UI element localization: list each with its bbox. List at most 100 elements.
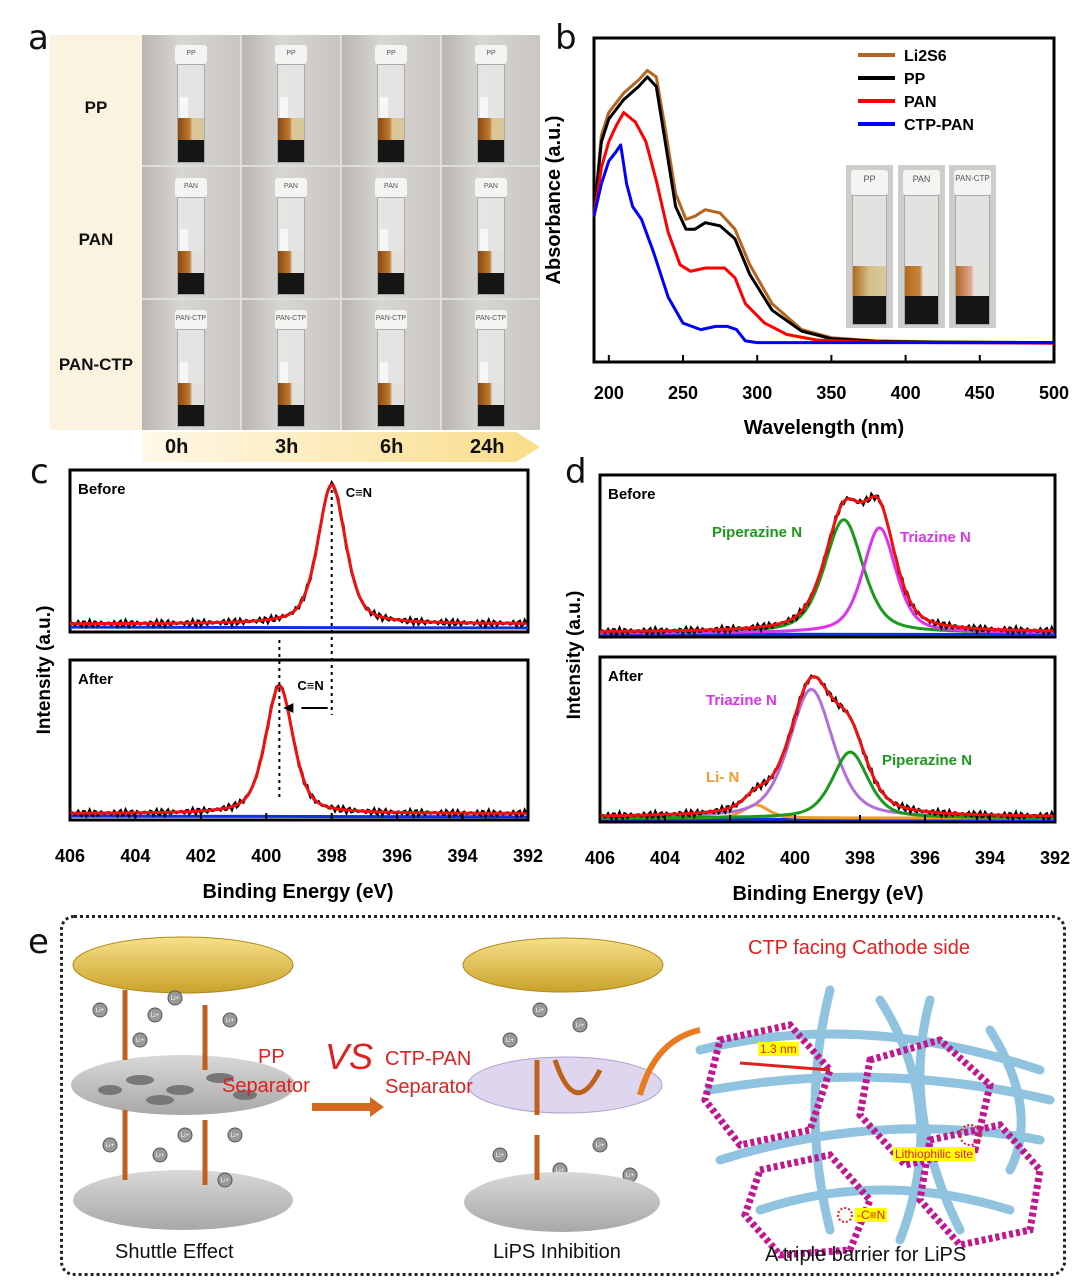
panel-label-c: c xyxy=(30,452,49,492)
schematic-drawing: Li+ Li+ Li+ Li+ Li+ Li+ Li+ Li+ Li+ Li+ … xyxy=(71,936,1055,1259)
ion-label: Li+ xyxy=(226,1018,235,1024)
d-subplot-label: Before xyxy=(608,486,656,503)
cap-label: PAN xyxy=(375,177,407,197)
row-label-pp: PP xyxy=(84,98,108,117)
label-triazine-n-after: Triazine N xyxy=(706,692,777,709)
vial-photo-pan-ctp-6h: PAN-CTP xyxy=(342,299,440,430)
row-label-pan: PAN xyxy=(78,230,114,249)
pp-label: PP xyxy=(258,1046,285,1068)
charts-canvas: 200 250 300 350 400 450 500 Wavelength (nm) Abso… xyxy=(34,36,1070,905)
ion-label: Li+ xyxy=(596,1143,605,1149)
x-tick-label: 406 xyxy=(585,848,615,868)
label-triazine-n-before: Triazine N xyxy=(900,529,971,546)
time-6h: 6h xyxy=(380,436,404,458)
vial-photo-pan-ctp-24h: PAN-CTP xyxy=(442,299,540,430)
pp-separator-disc xyxy=(71,1055,295,1115)
vial-photo-grid: PP PP PP PP PAN PAN PAN PAN PAN-CTP PAN-CTP PAN-CT… xyxy=(142,35,540,430)
cap-label: PP xyxy=(275,45,307,65)
ion-label: Li+ xyxy=(556,1168,565,1174)
panel-label-b: b xyxy=(555,18,577,58)
fit-envelope-line xyxy=(70,683,527,815)
vial-photo-pp-0h: PP xyxy=(142,35,240,166)
x-tick-label: 406 xyxy=(55,846,85,866)
lithiophilic-site-marker xyxy=(959,1124,981,1146)
x-tick-label: 402 xyxy=(186,846,216,866)
cap-label: PAN-CTP xyxy=(375,310,407,329)
cathode-note: CTP facing Cathode side xyxy=(748,937,970,959)
x-tick-label: 398 xyxy=(317,846,347,866)
ion-label: Li+ xyxy=(106,1143,115,1149)
ion-label: Li+ xyxy=(496,1153,505,1159)
right-arrow-icon xyxy=(312,1097,384,1117)
c-frame-before xyxy=(68,468,530,634)
legend-label-pp: PP xyxy=(904,71,926,88)
x-tick-label: 402 xyxy=(715,848,745,868)
cof-network xyxy=(695,985,1055,1245)
pore-size-arrow xyxy=(739,1061,831,1072)
raw-data-line xyxy=(69,684,528,820)
shuttle-arrows xyxy=(122,990,208,1185)
y-axis-label: Absorbance (a.u.) xyxy=(543,116,565,285)
background-line xyxy=(69,625,529,630)
cn-marker xyxy=(837,1207,853,1223)
x-tick-label: 250 xyxy=(668,383,698,403)
cap-label: PP xyxy=(850,169,889,195)
x-tick-label: 392 xyxy=(1040,848,1070,868)
pore-size-tag: 1.3 nm xyxy=(758,1042,799,1056)
x-tick-label: 350 xyxy=(816,383,846,403)
pp-separator-label: Separator xyxy=(222,1075,310,1097)
x-tick-label: 400 xyxy=(251,846,281,866)
d-frame-before xyxy=(598,473,1057,639)
blocked-arrows xyxy=(534,1059,603,1180)
cap-label: PAN-CTP xyxy=(475,310,507,329)
x-tick-label: 396 xyxy=(910,848,940,868)
vial-photo-pan-0h: PAN xyxy=(142,167,240,298)
label-piperazine-n-before: Piperazine N xyxy=(712,524,802,541)
lithiophilic-site-tag: Lithiophilic site xyxy=(893,1147,976,1161)
fit-envelope-line xyxy=(600,675,1054,818)
x-tick-label: 400 xyxy=(891,383,921,403)
legend-label-ctp-pan: CTP-PAN xyxy=(904,117,974,134)
component-piperazine-n xyxy=(600,750,1054,820)
ion-label: Li+ xyxy=(576,1023,585,1029)
pp-pores xyxy=(98,1073,257,1105)
d-subplot-label: After xyxy=(608,668,643,685)
ion-label: Li+ xyxy=(96,1008,105,1014)
ion-label: Li+ xyxy=(536,1008,545,1014)
ion-label: Li+ xyxy=(181,1133,190,1139)
cap-label: PAN-CTP xyxy=(175,310,207,329)
ion-label: Li+ xyxy=(136,1038,145,1044)
label-piperazine-n-after: Piperazine N xyxy=(882,752,972,769)
legend-label-pan: PAN xyxy=(904,94,937,111)
anode-disc-2 xyxy=(464,1172,660,1232)
cap-label: PAN xyxy=(175,177,207,197)
c-subplot-label: After xyxy=(78,671,113,688)
component-piperazine-n xyxy=(600,518,1054,635)
series-line-pp xyxy=(592,75,1055,345)
cap-label: PP xyxy=(175,45,207,65)
raw-data-line xyxy=(599,673,1055,822)
label-li-n-after: Li- N xyxy=(706,769,739,786)
x-tick-label: 450 xyxy=(965,383,995,403)
x-tick-label: 500 xyxy=(1039,383,1069,403)
x-axis-label: Binding Energy (eV) xyxy=(732,883,923,905)
inset-photo-pan-ctp: PAN-CTP xyxy=(949,165,996,328)
x-tick-label: 200 xyxy=(594,383,624,403)
time-arrow xyxy=(142,432,540,462)
schematic-frame xyxy=(60,915,1066,1276)
x-tick-label: 398 xyxy=(845,848,875,868)
c-frame-after xyxy=(68,658,530,822)
ion-label: Li+ xyxy=(231,1133,240,1139)
vial-photo-pan-6h: PAN xyxy=(342,167,440,298)
vial-photo-pan-3h: PAN xyxy=(242,167,340,298)
peak-label-after: C≡N xyxy=(297,678,323,693)
row-label-column xyxy=(50,35,142,430)
component-triazine-n xyxy=(600,526,1054,635)
zoom-arrow-icon xyxy=(637,1027,701,1096)
y-axis-label: Intensity (a.u.) xyxy=(34,606,55,735)
x-tick-label: 404 xyxy=(650,848,680,868)
time-3h: 3h xyxy=(275,436,299,458)
inset-photo-pan: PAN xyxy=(898,165,945,328)
vial-photo-pan-ctp-0h: PAN-CTP xyxy=(142,299,240,430)
shift-arrowhead xyxy=(283,703,294,713)
